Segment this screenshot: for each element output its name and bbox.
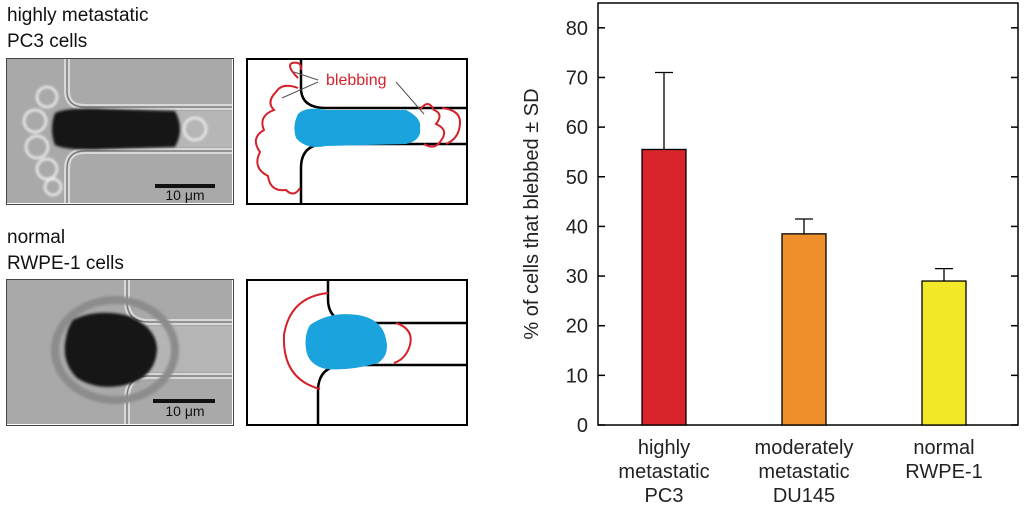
top-cell-label-line1: highly metastatic: [7, 5, 149, 26]
y-tick-label: 30: [566, 266, 588, 288]
pc3-cell-shape: [294, 108, 421, 147]
bottom-cell-label-line2: RWPE-1 cells: [7, 253, 124, 274]
pc3-micrograph: 10 μm: [6, 58, 234, 205]
scale-bar-label-bottom: 10 μm: [165, 403, 204, 419]
blebbing-annotation: blebbing: [326, 72, 387, 89]
x-tick-label: RWPE-1: [905, 461, 982, 483]
rwpe1-micrograph: 10 μm: [6, 279, 234, 426]
scale-bar-label-top: 10 μm: [165, 187, 204, 203]
y-tick-label: 10: [566, 365, 588, 387]
rwpe1-cell-shape: [305, 314, 387, 370]
x-tick-label: metastatic: [758, 461, 849, 483]
rwpe1-schematic: [246, 279, 470, 427]
bar-0: [641, 148, 687, 426]
rwpe1-bleb-outline: [282, 292, 329, 390]
pc3-bleb-outline: [254, 61, 303, 195]
x-tick-label: metastatic: [618, 461, 709, 483]
bottom-cell-label-line1: normal: [7, 227, 66, 248]
x-tick-label: moderately: [755, 437, 854, 459]
y-tick-label: 70: [566, 67, 588, 89]
pc3-schematic: blebbing: [246, 58, 470, 206]
x-tick-label: highly: [638, 437, 690, 459]
x-tick-label: DU145: [773, 485, 835, 507]
bar-2: [921, 280, 967, 426]
top-cell-label-line2: PC3 cells: [7, 31, 88, 52]
y-tick-label: 80: [566, 18, 588, 40]
x-tick-label: normal: [913, 437, 974, 459]
y-tick-label: 60: [566, 117, 588, 139]
x-tick-label: PC3: [645, 485, 684, 507]
y-axis-label: % of cells that blebbed ± SD: [521, 88, 543, 339]
y-tick-label: 40: [566, 216, 588, 238]
bar-1: [781, 233, 827, 426]
y-tick-label: 50: [566, 167, 588, 189]
y-tick-label: 20: [566, 316, 588, 338]
y-tick-label: 0: [577, 415, 588, 437]
